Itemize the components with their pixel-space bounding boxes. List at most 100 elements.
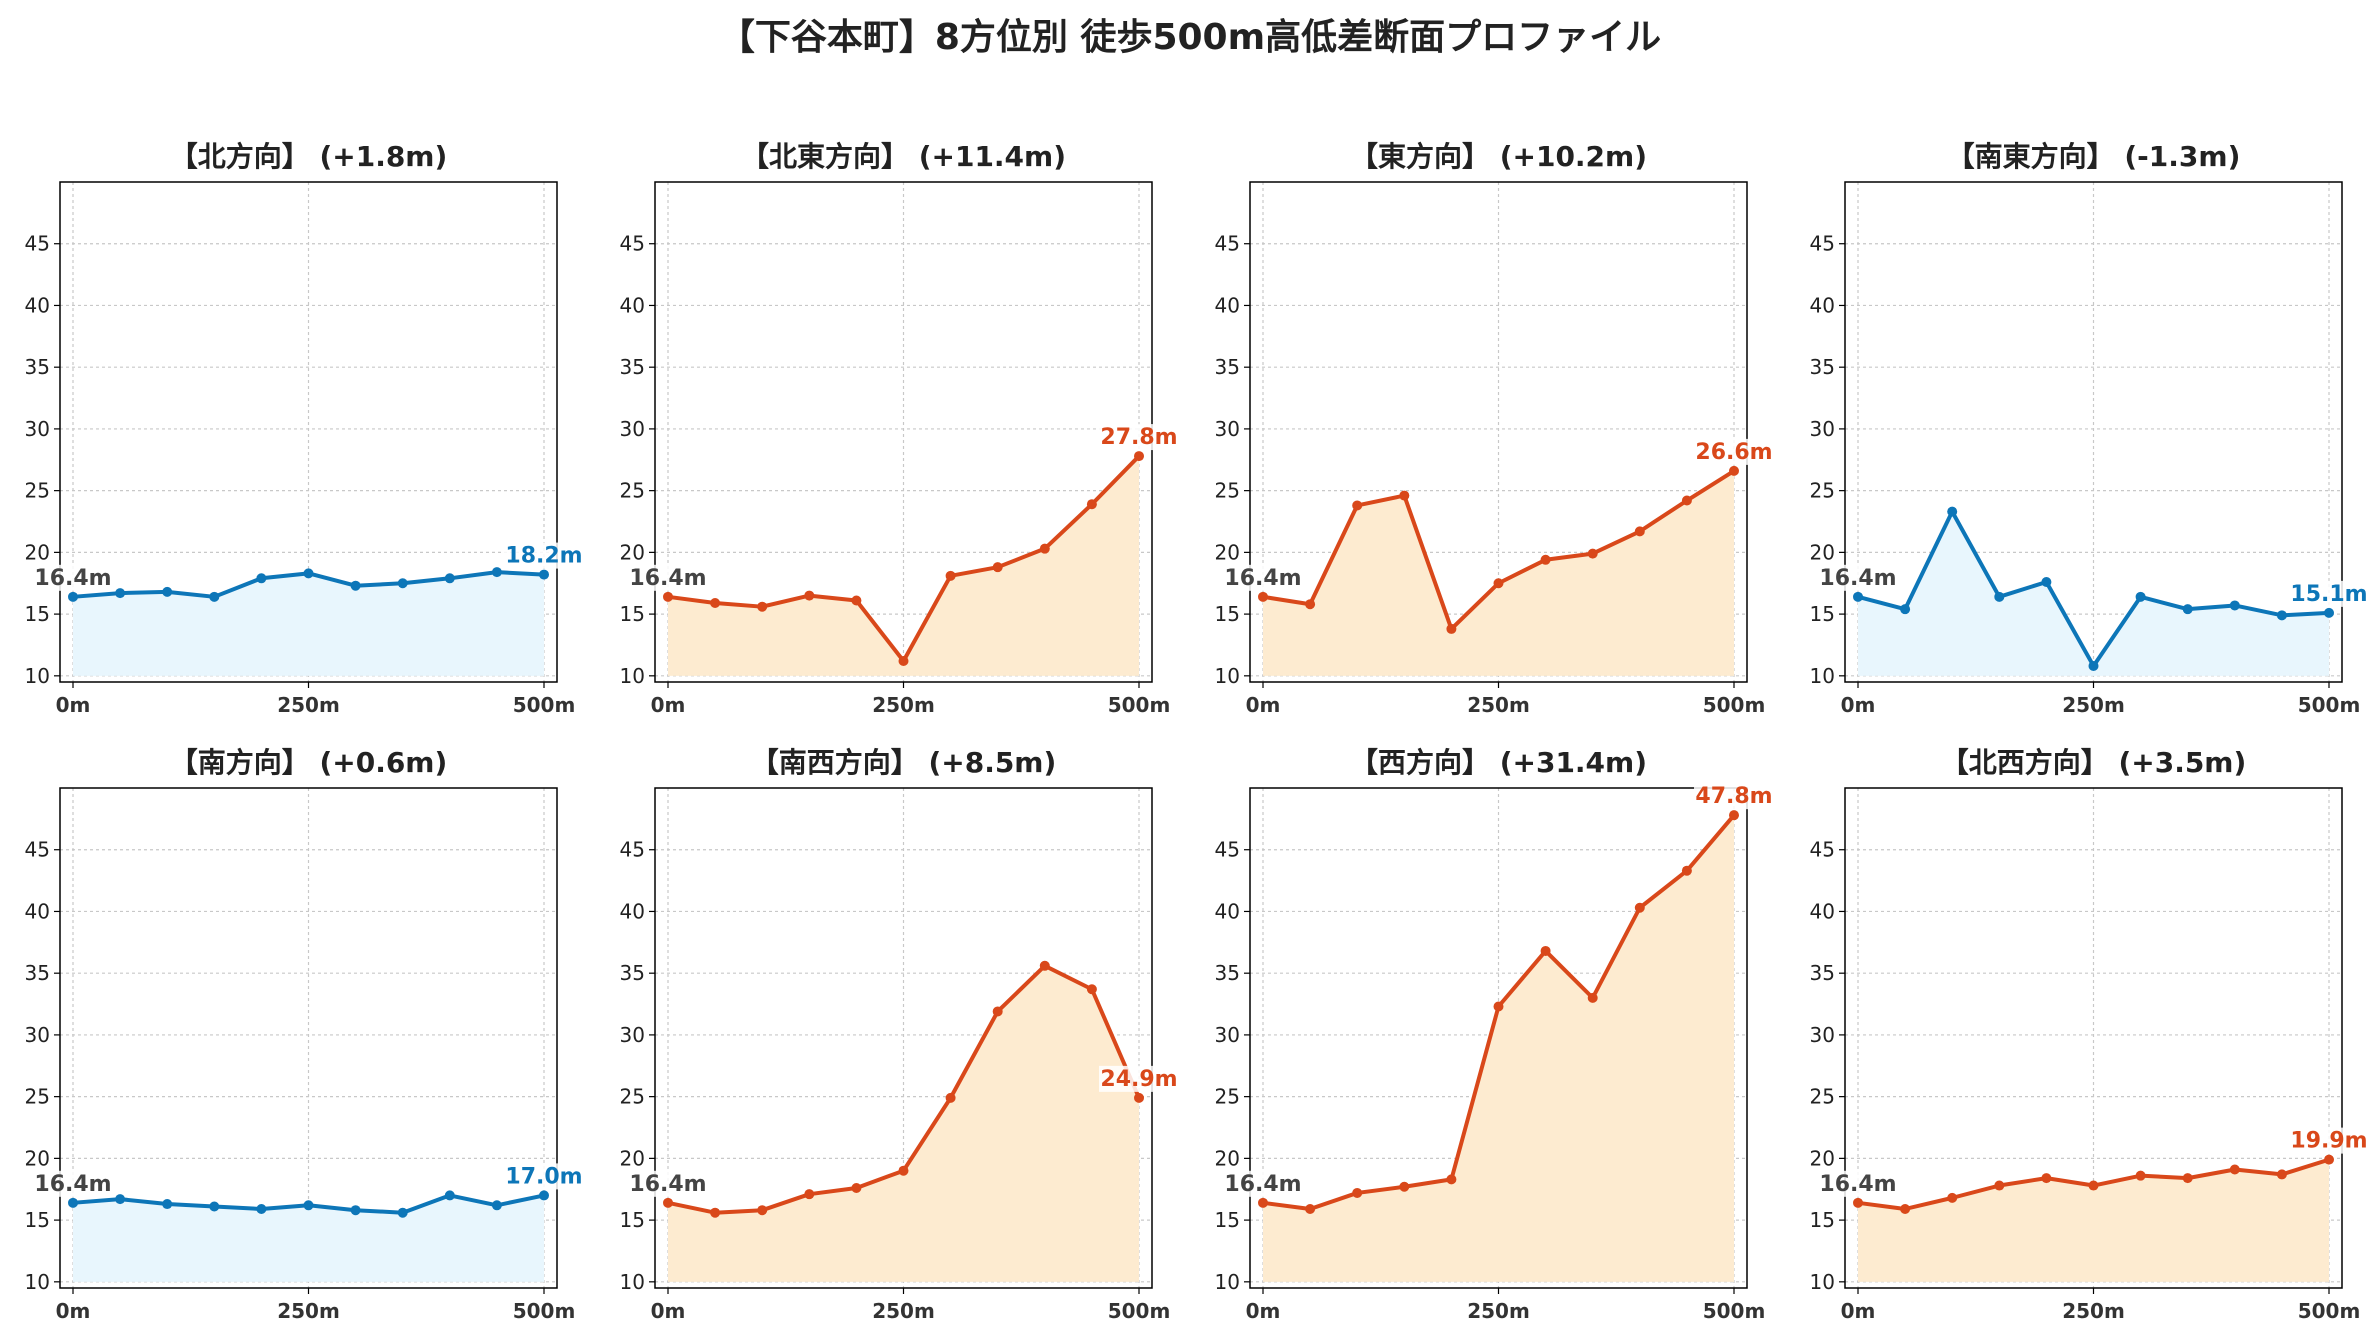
end-value-label: 27.8m [1100, 425, 1177, 450]
data-point [1729, 810, 1739, 821]
y-tick-label: 35 [25, 355, 50, 379]
start-label-bg [628, 1170, 708, 1197]
start-value-label: 16.4m [34, 1172, 111, 1197]
x-tick-label: 500m [2298, 1299, 2361, 1323]
data-point [1134, 451, 1144, 462]
data-point [1258, 1197, 1268, 1208]
y-tick-label: 10 [25, 664, 50, 688]
x-tick-label: 500m [1108, 1299, 1171, 1323]
start-value-label: 16.4m [1224, 566, 1301, 591]
data-point [710, 597, 721, 608]
x-tick-label: 500m [1703, 693, 1766, 717]
area-fill [1263, 815, 1734, 1282]
data-point [1634, 902, 1645, 913]
y-tick-label: 45 [25, 838, 50, 862]
data-point [1634, 526, 1645, 537]
y-tick-label: 45 [1810, 838, 1835, 862]
data-point [1587, 992, 1598, 1003]
data-point [1399, 490, 1410, 501]
y-tick-label: 40 [1215, 293, 1240, 317]
y-tick-label: 40 [25, 293, 50, 317]
y-tick-label: 15 [620, 602, 645, 626]
area-fill [1263, 470, 1734, 676]
data-point [992, 1006, 1003, 1017]
data-point [1540, 945, 1551, 956]
panel-title: 【南東方向】 (-1.3m) [1947, 140, 2241, 173]
x-tick-label: 0m [1841, 1299, 1876, 1323]
y-tick-label: 35 [620, 961, 645, 985]
y-tick-label: 25 [1215, 479, 1240, 503]
x-tick-label: 250m [2062, 1299, 2125, 1323]
x-tick-label: 0m [1246, 1299, 1281, 1323]
y-tick-label: 45 [1810, 232, 1835, 256]
area-fill [1858, 511, 2329, 676]
panel-title: 【南方向】 (+0.6m) [170, 746, 448, 779]
x-tick-label: 500m [1703, 1299, 1766, 1323]
y-tick-label: 20 [620, 1146, 645, 1170]
y-tick-label: 15 [1215, 1208, 1240, 1232]
start-value-label: 16.4m [629, 566, 706, 591]
area-fill [668, 456, 1139, 676]
data-point [757, 1205, 768, 1216]
panel-title: 【北方向】 (+1.8m) [170, 140, 448, 173]
x-tick-label: 250m [277, 693, 340, 717]
panel-6: 【西方向】 (+31.4m) 10 15 20 25 30 35 40 45 0m 250m 500m… [1215, 746, 1774, 1323]
y-tick-label: 30 [1215, 417, 1240, 441]
y-tick-label: 20 [1810, 1146, 1835, 1170]
start-value-label: 16.4m [1224, 1172, 1301, 1197]
start-value-label: 16.4m [629, 1172, 706, 1197]
y-tick-label: 40 [620, 293, 645, 317]
y-tick-label: 10 [620, 664, 645, 688]
panel-2: 【東方向】 (+10.2m) 10 15 20 25 30 35 40 45 0m 250m 500m… [1215, 140, 1774, 717]
data-point [992, 562, 1003, 573]
data-point [1994, 1180, 2005, 1191]
x-tick-label: 250m [277, 1299, 340, 1323]
y-tick-label: 20 [1215, 1146, 1240, 1170]
y-tick-label: 40 [1810, 293, 1835, 317]
data-point [1493, 1001, 1504, 1012]
area-fill [1858, 1159, 2329, 1282]
data-point [1399, 1181, 1410, 1192]
panel-0: 【北方向】 (+1.8m) 10 15 20 25 30 35 40 45 0m 250m 500m 1… [25, 140, 584, 717]
data-point [256, 1203, 267, 1214]
data-point [2135, 1170, 2146, 1181]
data-point [1681, 865, 1692, 876]
y-tick-label: 20 [25, 540, 50, 564]
y-tick-label: 30 [25, 1023, 50, 1047]
start-value-label: 16.4m [1819, 1172, 1896, 1197]
x-tick-label: 500m [2298, 693, 2361, 717]
y-tick-label: 15 [1810, 1208, 1835, 1232]
panel-title: 【南西方向】 (+8.5m) [751, 746, 1057, 779]
data-point [2041, 577, 2052, 587]
data-point [115, 588, 126, 599]
end-label-bg [1099, 1065, 1179, 1092]
data-point [1039, 960, 1050, 971]
y-tick-label: 45 [620, 838, 645, 862]
data-point [1352, 1187, 1363, 1198]
panel-5: 【南西方向】 (+8.5m) 10 15 20 25 30 35 40 45 0m 250m 500m… [620, 746, 1179, 1323]
y-tick-label: 25 [620, 479, 645, 503]
y-tick-label: 10 [1215, 1270, 1240, 1294]
x-tick-label: 0m [1841, 693, 1876, 717]
y-tick-label: 35 [1810, 961, 1835, 985]
data-point [303, 1200, 314, 1211]
data-point [757, 601, 768, 612]
data-point [1086, 499, 1097, 510]
data-point [2182, 604, 2193, 615]
y-tick-label: 40 [1215, 899, 1240, 923]
data-point [710, 1207, 721, 1218]
x-tick-label: 250m [872, 1299, 935, 1323]
data-point [1134, 1092, 1144, 1103]
y-tick-label: 10 [620, 1270, 645, 1294]
y-tick-label: 35 [620, 355, 645, 379]
data-point [539, 1190, 549, 1201]
data-point [1305, 1203, 1316, 1214]
x-tick-label: 500m [1108, 693, 1171, 717]
y-tick-label: 10 [1810, 1270, 1835, 1294]
start-label-bg [1223, 564, 1303, 591]
data-point [444, 573, 455, 584]
end-label-bg [1694, 438, 1774, 465]
x-tick-label: 250m [1467, 693, 1530, 717]
data-point [898, 656, 909, 667]
